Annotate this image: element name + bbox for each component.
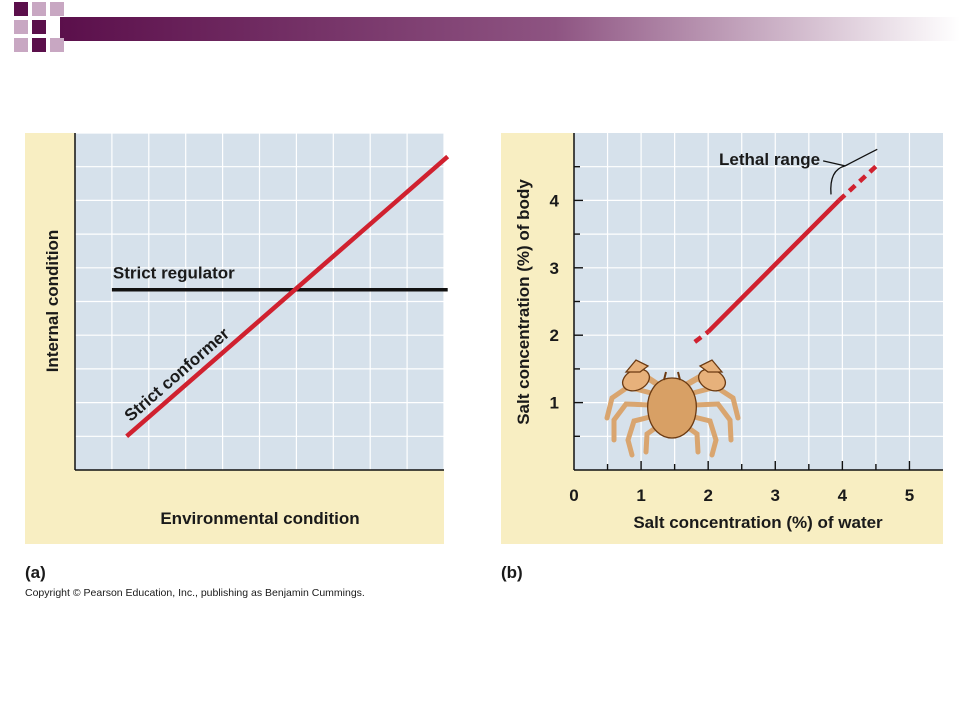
chart-b-y-tick-label: 1: [550, 394, 559, 413]
chart-b-annotation-lethal-range: Lethal range: [719, 150, 820, 169]
title-banner: [14, 2, 960, 52]
banner-square: [50, 38, 64, 52]
crab-leg: [625, 413, 657, 458]
banner-square: [50, 2, 64, 16]
chart-a-grid: [75, 132, 445, 470]
copyright-notice: Copyright © Pearson Education, Inc., pub…: [25, 587, 365, 599]
banner-square: [32, 38, 46, 52]
chart-b-panel-label: (b): [501, 563, 523, 582]
chart-b-y-tick-label: 4: [550, 191, 560, 210]
chart-b-x-tick-label: 3: [771, 486, 780, 505]
crab-illustration: [604, 359, 741, 458]
banner-square: [14, 20, 28, 34]
crab-eyes: [663, 371, 681, 381]
chart-a-ylabel: Internal condition: [43, 230, 62, 373]
chart-b-x-tick-label: 2: [703, 486, 712, 505]
chart-b-lethal-range-leader: [822, 160, 846, 167]
banner-square: [14, 2, 28, 16]
chart-a-line-strict-conformer: [125, 154, 450, 438]
crab-claw-left-pincer: [624, 359, 650, 373]
crab-carapace: [647, 377, 697, 439]
crab-leg: [687, 413, 719, 458]
crab-leg: [611, 401, 653, 443]
chart-b-line-segment-dashed-high: [837, 161, 881, 203]
chart-b-y-tick-label: 3: [550, 259, 559, 278]
chart-b-xlabel: Salt concentration (%) of water: [633, 513, 883, 532]
crab-leg: [691, 401, 734, 443]
chart-b-x-tick-label: 4: [838, 486, 848, 505]
banner-square: [32, 2, 46, 16]
chart-b-y-tick-label: 2: [550, 326, 559, 345]
banner-square: [32, 20, 46, 34]
chart-b-x-tick-label: 0: [569, 486, 578, 505]
chart-b-line-segment-dashed-low: [693, 330, 710, 344]
chart-a-panel-label: (a): [25, 563, 46, 582]
banner-square: [14, 38, 28, 52]
chart-b-ylabel: Salt concentration (%) of body: [514, 179, 533, 425]
chart-b-line-segment-solid: [706, 198, 841, 334]
chart-a-series-label-strict-regulator: Strict regulator: [113, 264, 235, 283]
crab-leg: [690, 384, 741, 421]
crab-claw-right-pincer: [698, 359, 724, 373]
chart-b-ticks: 0 1 2 3 4 5 1 2 3 4: [550, 165, 914, 505]
chart-b-x-tick-label: 5: [905, 486, 914, 505]
banner-bar: [60, 17, 960, 41]
chart-b-x-tick-label: 1: [636, 486, 645, 505]
chart-a-xlabel: Environmental condition: [160, 509, 359, 528]
